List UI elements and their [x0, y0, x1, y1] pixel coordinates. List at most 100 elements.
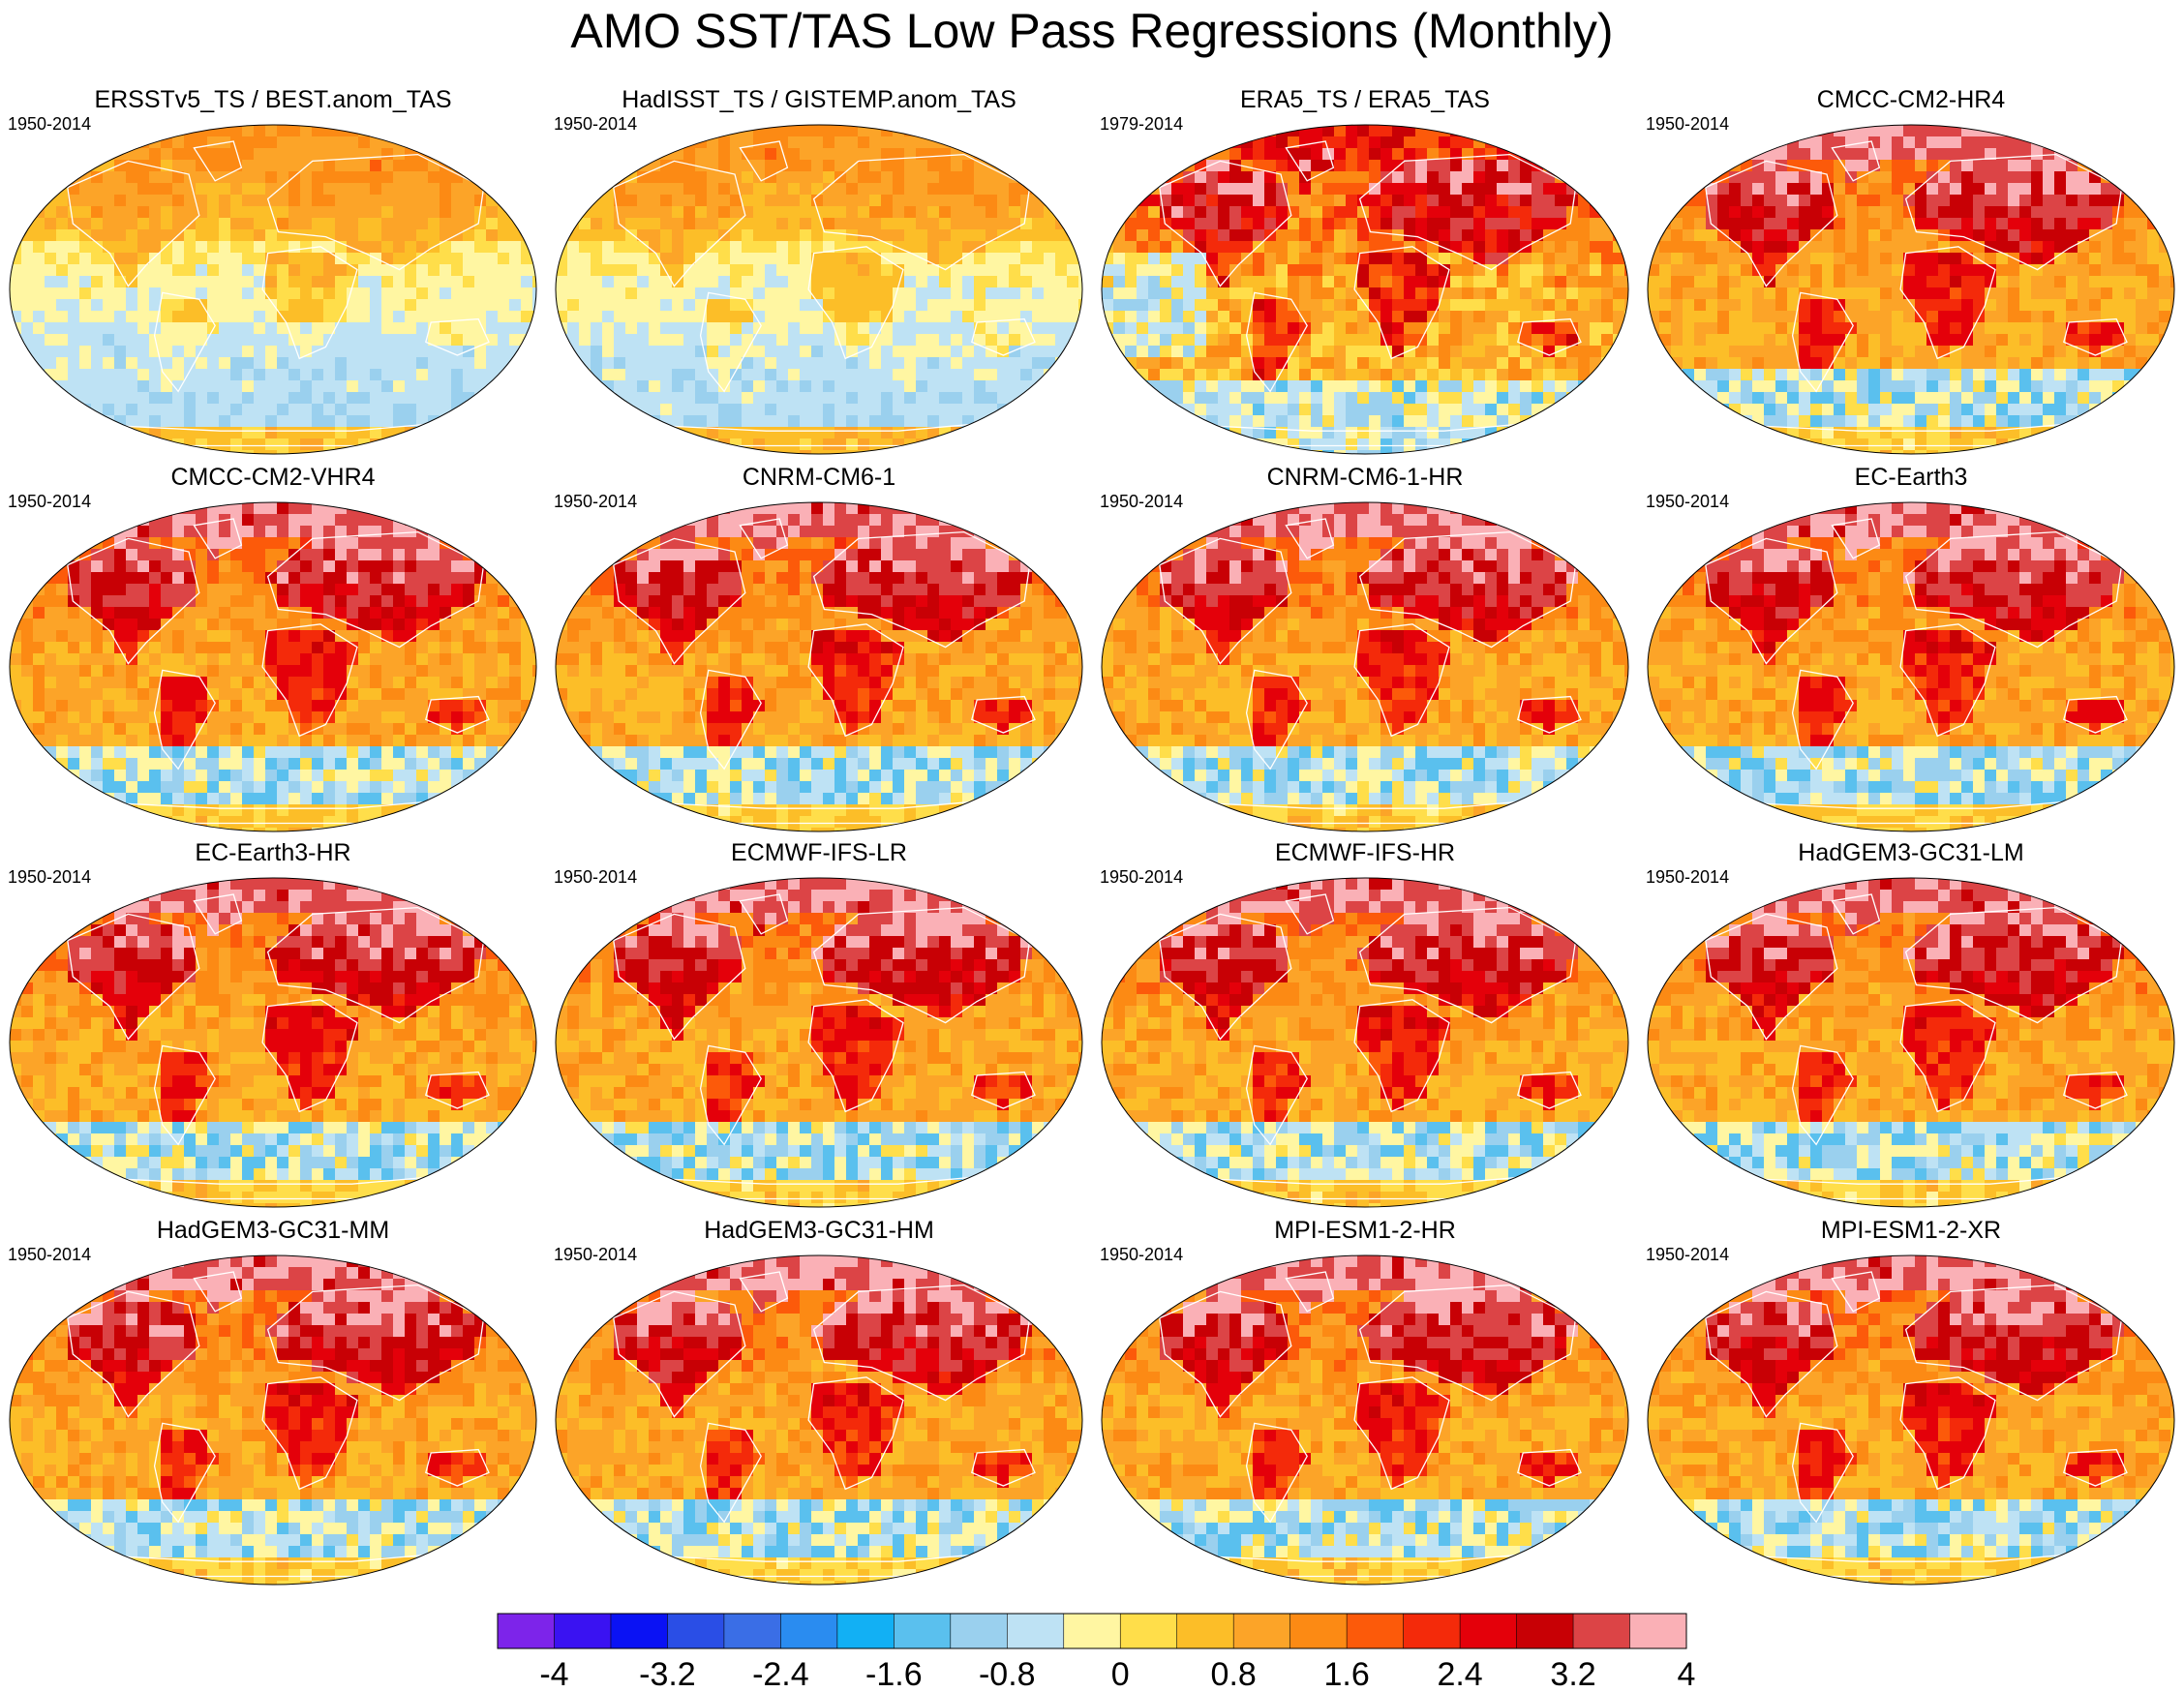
colorbar-swatch — [723, 1614, 781, 1648]
colorbar-tick-label: -0.8 — [979, 1656, 1036, 1692]
world-map — [9, 1254, 537, 1586]
colorbar-swatch — [610, 1614, 668, 1648]
colorbar-tick-label: -2.4 — [752, 1656, 809, 1692]
coastline — [2063, 317, 2128, 356]
coastline — [1285, 1271, 1335, 1313]
coastline — [193, 1271, 243, 1313]
world-map — [1647, 501, 2175, 832]
map-border — [555, 877, 1083, 1208]
colorbar-swatch — [1516, 1614, 1574, 1648]
coastline — [1705, 537, 1838, 665]
coastline — [971, 695, 1036, 734]
map-panel: MPI-ESM1-2-XR 1950-2014 — [1638, 1216, 2184, 1593]
map-panel: EC-Earth3-HR 1950-2014 — [0, 838, 546, 1216]
coastline — [1159, 1290, 1292, 1418]
regression-field — [10, 125, 536, 454]
map-border — [9, 124, 537, 455]
coastline — [807, 246, 904, 360]
coastline — [153, 1422, 216, 1524]
coastline — [1353, 246, 1450, 360]
coastline — [807, 623, 904, 738]
world-map — [1647, 1254, 2175, 1586]
coastline — [1904, 906, 2123, 1024]
panel-period: 1950-2014 — [1100, 867, 1184, 887]
colorbar-tick-label: 0.8 — [1211, 1656, 1257, 1692]
map-border — [1647, 501, 2175, 832]
regression-field — [10, 1255, 536, 1585]
coastline — [1245, 1422, 1308, 1524]
coastline — [425, 1071, 490, 1109]
map-border — [555, 1254, 1083, 1586]
coastline — [1517, 317, 1582, 356]
world-map — [555, 877, 1083, 1208]
map-panel: HadISST_TS / GISTEMP.anom_TAS 1950-2014 — [546, 85, 1092, 463]
coastline — [67, 1290, 200, 1418]
map-panel: MPI-ESM1-2-HR 1950-2014 — [1092, 1216, 1638, 1593]
coastline — [1904, 153, 2123, 271]
coastline — [613, 1290, 746, 1418]
map-panel: ERSSTv5_TS / BEST.anom_TAS 1950-2014 — [0, 85, 546, 463]
colorbar-swatch — [1403, 1614, 1461, 1648]
panel-period: 1950-2014 — [8, 1245, 92, 1264]
map-border — [1647, 1254, 2175, 1586]
coastline — [193, 893, 243, 935]
coastline — [1358, 153, 1577, 271]
coastline — [971, 1448, 1036, 1487]
colorbar-swatch — [1573, 1614, 1630, 1648]
coastline — [1904, 530, 2123, 649]
panel-title: HadISST_TS / GISTEMP.anom_TAS — [622, 86, 1016, 113]
map-border — [1101, 124, 1629, 455]
coastline — [1705, 913, 1838, 1041]
colorbar-outline — [497, 1613, 1687, 1649]
panel-period: 1950-2014 — [1100, 492, 1184, 511]
panel-period: 1950-2014 — [8, 492, 92, 511]
colorbar-tick-label: -3.2 — [639, 1656, 696, 1692]
colorbar-swatch — [1120, 1614, 1178, 1648]
coastline — [739, 893, 789, 935]
coastline — [1285, 893, 1335, 935]
coastline — [812, 1284, 1031, 1402]
colorbar-swatch — [1629, 1614, 1687, 1648]
world-map — [1101, 1254, 1629, 1586]
coastline — [67, 913, 200, 1041]
coastline — [153, 291, 216, 393]
panel-title: ERA5_TS / ERA5_TAS — [1240, 86, 1490, 113]
panel-period: 1979-2014 — [1100, 114, 1184, 134]
colorbar-swatch — [1460, 1614, 1517, 1648]
colorbar-tick-label: 1.6 — [1324, 1656, 1370, 1692]
coastline — [739, 1271, 789, 1313]
coastline — [67, 537, 200, 665]
coastline — [613, 913, 746, 1041]
regression-field — [1648, 125, 2174, 454]
map-border — [9, 501, 537, 832]
regression-field — [1102, 125, 1628, 454]
world-map — [555, 1254, 1083, 1586]
coastline — [153, 669, 216, 770]
coastline — [1353, 999, 1450, 1113]
coastline — [699, 669, 762, 770]
coastline — [261, 999, 358, 1113]
regression-field — [556, 125, 1082, 454]
map-panel: HadGEM3-GC31-HM 1950-2014 — [546, 1216, 1092, 1593]
coastline — [807, 1376, 904, 1491]
panel-period: 1950-2014 — [1100, 1245, 1184, 1264]
panel-title: ECMWF-IFS-LR — [731, 839, 907, 866]
panel-period: 1950-2014 — [1646, 867, 1730, 887]
coastline — [971, 317, 1036, 356]
coastline — [1791, 1422, 1854, 1524]
coastline — [1159, 537, 1292, 665]
map-panel: CNRM-CM6-1-HR 1950-2014 — [1092, 463, 1638, 840]
map-panel: HadGEM3-GC31-MM 1950-2014 — [0, 1216, 546, 1593]
map-panel: CNRM-CM6-1 1950-2014 — [546, 463, 1092, 840]
world-map — [1101, 501, 1629, 832]
coastline — [1831, 1271, 1881, 1313]
coastline — [1285, 140, 1335, 182]
map-border — [555, 501, 1083, 832]
colorbar-tick-label: 0 — [1111, 1656, 1130, 1692]
panel-title: ECMWF-IFS-HR — [1274, 839, 1456, 866]
figure-title: AMO SST/TAS Low Pass Regressions (Monthl… — [570, 4, 1614, 58]
world-map — [9, 124, 537, 455]
map-panel: CMCC-CM2-HR4 1950-2014 — [1638, 85, 2184, 463]
coastline — [739, 140, 789, 182]
coastline — [1159, 913, 1292, 1041]
